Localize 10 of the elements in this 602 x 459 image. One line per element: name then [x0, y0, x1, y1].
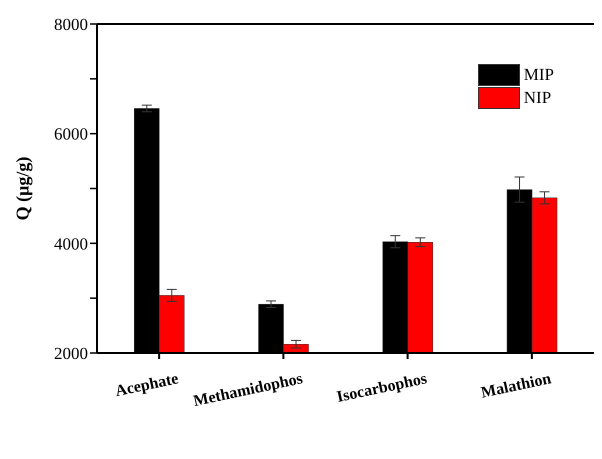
legend-label: MIP	[524, 64, 554, 84]
y-tick-label: 6000	[54, 124, 88, 144]
x-tick-label: Isocarbophos	[335, 370, 428, 406]
y-axis-title: Q (μg/g)	[12, 156, 32, 220]
y-tick-label: 4000	[54, 234, 88, 254]
legend-label: NIP	[524, 88, 552, 108]
x-tick-label: Acephate	[114, 370, 180, 400]
y-tick-label: 2000	[54, 344, 88, 364]
y-tick-label: 8000	[54, 15, 88, 34]
x-tick-label: Malathion	[480, 370, 553, 402]
